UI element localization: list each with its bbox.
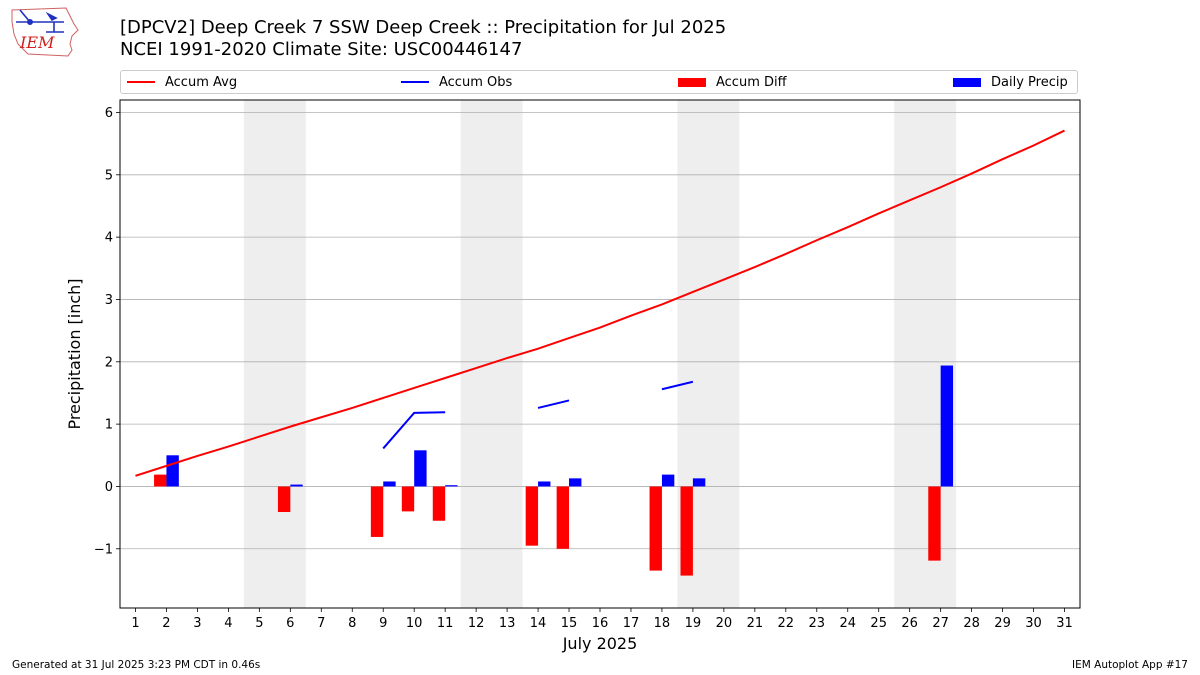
- x-tick-label: 6: [286, 616, 294, 631]
- daily-precip-bar: [290, 484, 303, 487]
- weekend-shade: [243, 100, 306, 608]
- accum-diff-bar: [154, 474, 167, 487]
- y-tick-label: 2: [105, 355, 113, 370]
- logo-text: IEM: [19, 33, 55, 52]
- x-tick-label: 5: [255, 616, 263, 631]
- accum-obs-line: [661, 380, 694, 391]
- x-tick-label: 20: [716, 616, 733, 631]
- y-axis-label: Precipitation [inch]: [65, 278, 84, 429]
- weekend-shade: [894, 100, 957, 608]
- weekend-shade: [677, 100, 740, 608]
- legend-item-accum-avg: Accum Avg: [127, 74, 237, 90]
- x-tick-label: 19: [685, 616, 702, 631]
- y-tick-label: 4: [105, 231, 113, 246]
- x-tick-label: 24: [839, 616, 856, 631]
- x-tick-label: 8: [348, 616, 356, 631]
- accum-diff-bar: [277, 486, 291, 513]
- chart-subtitle: NCEI 1991-2020 Climate Site: USC00446147: [120, 39, 523, 60]
- y-tick-label: 0: [105, 480, 113, 495]
- accum-diff-bar: [649, 486, 662, 571]
- daily-precip-bar: [383, 481, 396, 487]
- daily-precip-bar: [661, 474, 675, 487]
- daily-precip-bar: [538, 481, 551, 487]
- legend-swatch-accum-avg: [127, 81, 155, 83]
- accum-diff-bar: [928, 486, 941, 561]
- x-tick-label: 18: [654, 616, 671, 631]
- accum-diff-bar: [370, 486, 384, 537]
- legend: Accum Avg Accum Obs Accum Diff Daily Pre…: [120, 70, 1078, 94]
- x-tick-label: 4: [224, 616, 232, 631]
- chart-title: [DPCV2] Deep Creek 7 SSW Deep Creek :: P…: [120, 17, 727, 38]
- legend-item-accum-obs: Accum Obs: [401, 74, 512, 90]
- x-axis-label: July 2025: [562, 634, 638, 653]
- legend-swatch-accum-obs: [401, 81, 429, 83]
- y-tick-label: 3: [105, 293, 113, 308]
- x-tick-label: 30: [1025, 616, 1042, 631]
- footer-generated: Generated at 31 Jul 2025 3:23 PM CDT in …: [12, 659, 261, 671]
- plot-frame: [119, 99, 1081, 609]
- y-tick-label: 1: [105, 418, 113, 433]
- x-tick-label: 11: [437, 616, 454, 631]
- accum-diff-bar: [432, 486, 446, 521]
- daily-precip-bar: [569, 478, 582, 487]
- x-tick-label: 28: [963, 616, 980, 631]
- x-tick-label: 23: [809, 616, 826, 631]
- legend-label-daily-precip: Daily Precip: [991, 74, 1068, 90]
- x-tick-label: 3: [193, 616, 201, 631]
- legend-label-accum-diff: Accum Diff: [716, 74, 787, 90]
- y-tick-label: 6: [105, 106, 113, 121]
- x-tick-label: 25: [870, 616, 887, 631]
- weather-station-icon: [16, 9, 64, 33]
- daily-precip-bar: [692, 478, 706, 487]
- x-tick-label: 9: [379, 616, 387, 631]
- x-tick-label: 22: [778, 616, 795, 631]
- legend-swatch-daily-precip: [953, 77, 981, 87]
- iem-logo: IEM: [11, 7, 79, 57]
- legend-item-daily-precip: Daily Precip: [953, 74, 1068, 90]
- legend-label-accum-obs: Accum Obs: [439, 74, 513, 90]
- weekend-shade: [460, 100, 523, 608]
- daily-precip-bar: [414, 450, 427, 487]
- accum-diff-bar: [556, 486, 570, 549]
- accum-avg-line: [135, 129, 1065, 477]
- accum-obs-line: [382, 411, 446, 450]
- x-tick-label: 31: [1056, 616, 1073, 631]
- accum-diff-bar: [525, 486, 539, 546]
- x-tick-label: 29: [994, 616, 1011, 631]
- x-tick-label: 17: [623, 616, 640, 631]
- accum-diff-bar: [401, 486, 415, 512]
- daily-precip-bar: [445, 485, 458, 487]
- x-tick-label: 21: [747, 616, 764, 631]
- x-tick-label: 13: [499, 616, 516, 631]
- legend-item-accum-diff: Accum Diff: [678, 74, 787, 90]
- x-tick-label: 10: [406, 616, 423, 631]
- x-tick-label: 15: [561, 616, 578, 631]
- footer-app: IEM Autoplot App #17: [1072, 659, 1188, 671]
- legend-swatch-accum-diff: [678, 77, 706, 87]
- daily-precip-bar: [166, 455, 179, 487]
- x-tick-label: 27: [932, 616, 949, 631]
- x-tick-label: 12: [468, 616, 485, 631]
- accum-diff-bar: [680, 486, 693, 576]
- daily-precip-bar: [940, 365, 954, 487]
- accum-obs-line: [537, 399, 570, 409]
- y-tick-label: −1: [94, 542, 113, 557]
- x-tick-label: 2: [162, 616, 170, 631]
- logo-state-outline: [11, 7, 79, 57]
- x-tick-label: 1: [131, 616, 139, 631]
- x-tick-label: 16: [592, 616, 609, 631]
- y-tick-label: 5: [105, 168, 113, 183]
- x-tick-label: 7: [317, 616, 325, 631]
- legend-label-accum-avg: Accum Avg: [165, 74, 238, 90]
- x-tick-label: 26: [901, 616, 918, 631]
- x-tick-label: 14: [530, 616, 547, 631]
